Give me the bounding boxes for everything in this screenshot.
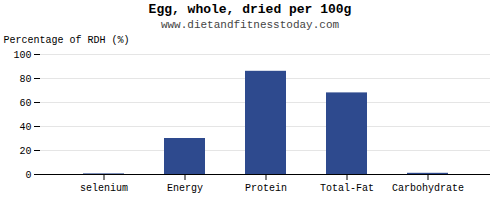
- html-text:Egg, whole, dried per 100g: Egg, whole, dried per 100g: [148, 2, 352, 17]
- svg-text:Protein: Protein: [245, 183, 287, 194]
- svg-text:selenium: selenium: [80, 183, 128, 194]
- svg-text:20: 20: [19, 146, 31, 157]
- svg-text:Energy: Energy: [167, 183, 203, 194]
- svg-text:80: 80: [19, 74, 31, 85]
- svg-text:40: 40: [19, 122, 31, 133]
- svg-text:Carbohydrate: Carbohydrate: [392, 183, 464, 194]
- html-text:www.dietandfitnesstoday.com: www.dietandfitnesstoday.com: [160, 19, 340, 31]
- svg-text:60: 60: [19, 98, 31, 109]
- svg-text:Percentage of RDH (%): Percentage of RDH (%): [4, 35, 130, 46]
- svg-text:100: 100: [13, 50, 31, 61]
- svg-text:0: 0: [25, 170, 31, 181]
- svg-text:Total-Fat: Total-Fat: [320, 183, 374, 194]
